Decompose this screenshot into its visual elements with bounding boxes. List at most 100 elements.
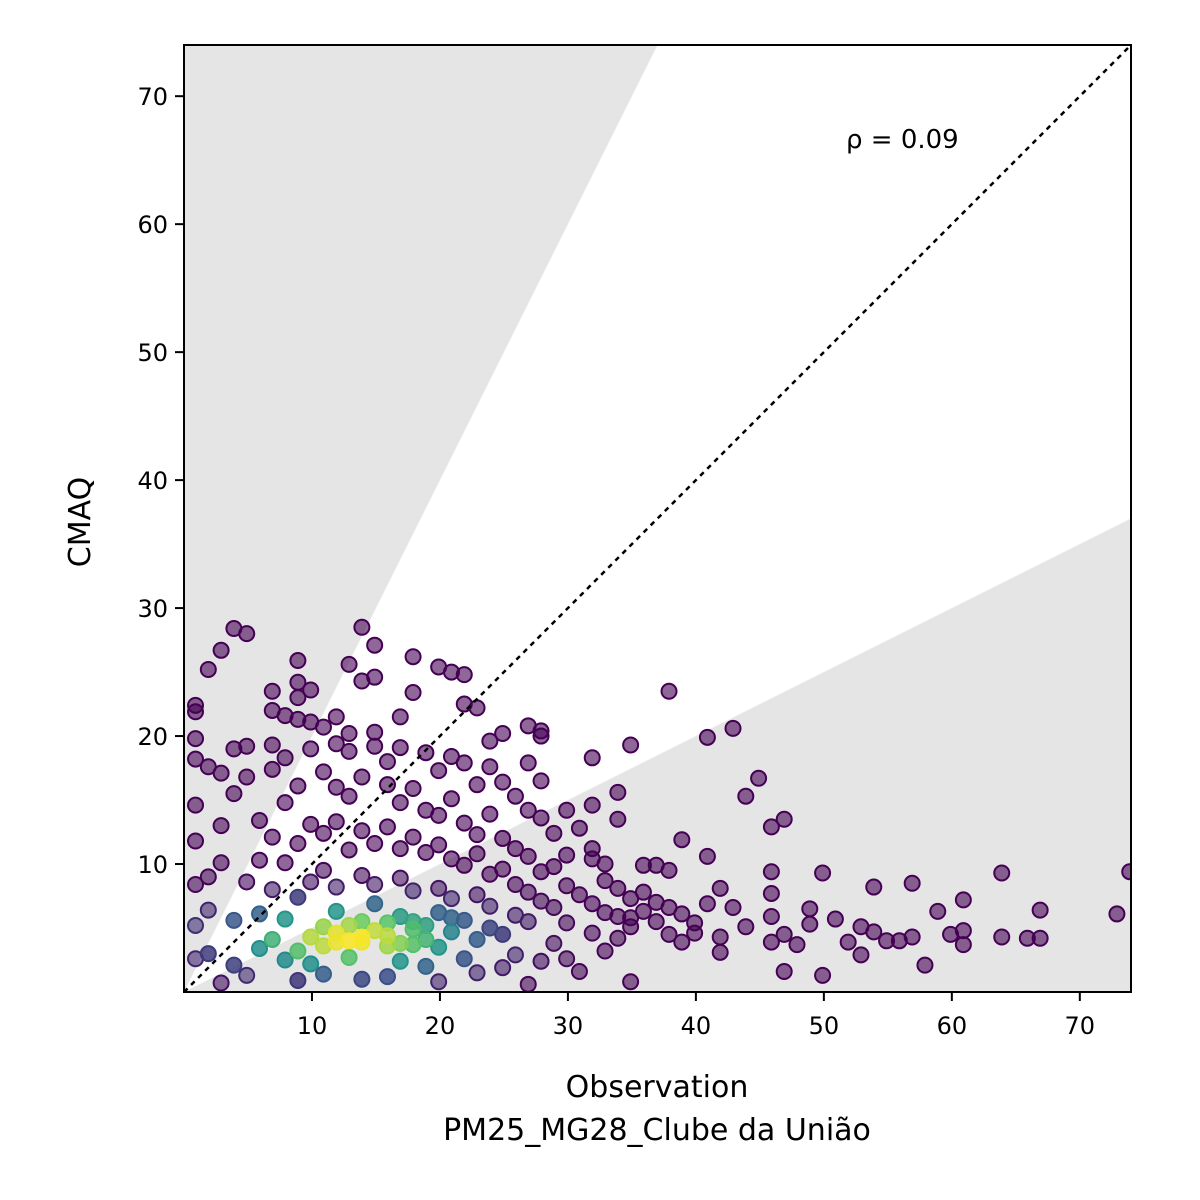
data-point	[993, 928, 1011, 946]
data-point	[225, 956, 243, 974]
data-point	[583, 749, 601, 767]
data-point	[238, 966, 256, 984]
data-points	[187, 618, 1131, 992]
data-point	[494, 959, 512, 977]
data-point	[289, 689, 307, 707]
data-point	[263, 881, 281, 899]
data-point	[199, 901, 217, 919]
data-point	[622, 973, 640, 991]
data-point	[442, 909, 460, 927]
y-tick-label: 50	[137, 339, 168, 367]
data-point	[558, 914, 576, 932]
data-point	[378, 818, 396, 836]
data-point	[570, 819, 588, 837]
data-point	[289, 942, 307, 960]
data-point	[519, 975, 537, 992]
data-point	[199, 945, 217, 963]
data-point	[340, 655, 358, 673]
data-point	[302, 955, 320, 973]
data-point	[442, 923, 460, 941]
data-point	[468, 886, 486, 904]
x-tick-label: 50	[809, 1012, 840, 1040]
x-tick-label: 30	[553, 1012, 584, 1040]
data-point	[814, 864, 832, 882]
x-tick-label: 40	[681, 1012, 712, 1040]
data-point	[353, 672, 371, 690]
data-point	[340, 948, 358, 966]
data-point	[558, 846, 576, 864]
data-point	[506, 946, 524, 964]
data-point	[609, 783, 627, 801]
data-point	[775, 963, 793, 981]
data-point	[570, 886, 588, 904]
data-point	[775, 810, 793, 828]
data-point	[660, 861, 678, 879]
data-point	[737, 918, 755, 936]
data-point	[276, 794, 294, 812]
data-point	[238, 625, 256, 643]
data-point	[724, 719, 742, 737]
data-point	[711, 879, 729, 897]
data-point	[225, 911, 243, 929]
data-point	[225, 785, 243, 803]
data-point	[494, 724, 512, 742]
data-point	[558, 801, 576, 819]
data-point	[430, 879, 448, 897]
data-point	[187, 796, 205, 814]
data-point	[289, 652, 307, 670]
data-point	[238, 768, 256, 786]
data-point	[314, 718, 332, 736]
data-point	[737, 787, 755, 805]
data-point	[263, 828, 281, 846]
data-point	[340, 742, 358, 760]
data-point	[366, 835, 384, 853]
data-point	[327, 735, 345, 753]
plot-frame	[183, 44, 1132, 993]
data-point	[916, 956, 934, 974]
data-point	[314, 965, 332, 983]
x-tick-label: 20	[425, 1012, 456, 1040]
data-point	[519, 801, 537, 819]
data-point	[545, 899, 563, 917]
data-point	[391, 794, 409, 812]
data-point	[506, 906, 524, 924]
data-point	[622, 736, 640, 754]
data-point	[468, 776, 486, 794]
y-tick-label: 30	[137, 595, 168, 623]
data-point	[545, 824, 563, 842]
data-point	[596, 942, 614, 960]
shaded-region-upper	[184, 45, 658, 992]
y-tick-label: 70	[137, 83, 168, 111]
data-point	[1018, 929, 1036, 947]
data-point	[686, 924, 704, 942]
data-point	[724, 899, 742, 917]
data-point	[455, 754, 473, 772]
data-point	[353, 970, 371, 988]
data-point	[314, 861, 332, 879]
data-point	[353, 768, 371, 786]
data-point	[468, 826, 486, 844]
data-point	[954, 936, 972, 954]
data-point	[455, 814, 473, 832]
data-point	[993, 864, 1011, 882]
data-point	[455, 856, 473, 874]
data-point	[583, 924, 601, 942]
data-point	[314, 763, 332, 781]
data-point	[378, 968, 396, 986]
data-point	[494, 773, 512, 791]
data-point	[289, 777, 307, 795]
data-point	[481, 919, 499, 937]
data-point	[698, 847, 716, 865]
data-point	[404, 684, 422, 702]
one-to-one-reference-line	[184, 45, 1131, 992]
data-point	[251, 851, 269, 869]
data-point	[327, 708, 345, 726]
data-point	[634, 856, 652, 874]
data-point	[711, 928, 729, 946]
data-point	[506, 840, 524, 858]
data-point	[212, 974, 230, 992]
y-tick-label: 20	[137, 723, 168, 751]
data-point	[558, 877, 576, 895]
y-tick-label: 60	[137, 211, 168, 239]
data-point	[327, 878, 345, 896]
